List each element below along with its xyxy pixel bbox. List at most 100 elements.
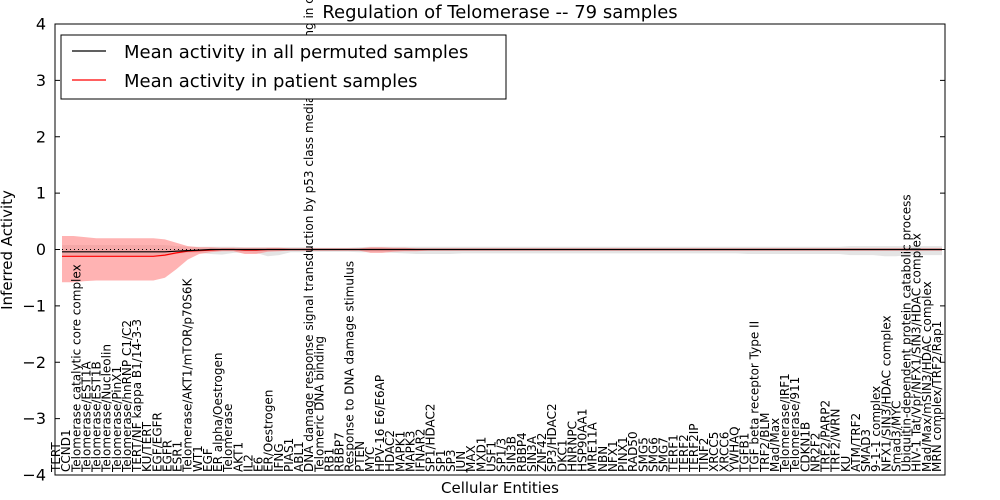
line-permuted-mean <box>62 248 942 253</box>
entity-label: DNA damage response signal transduction … <box>302 0 316 472</box>
entity-label: WT1 <box>191 445 205 472</box>
entity-label: KU/TERT <box>140 421 154 472</box>
entity-label: HDAC2 <box>383 430 397 472</box>
y-tick-label: −3 <box>22 409 46 428</box>
entity-label: 9-1-1 complex <box>869 386 883 472</box>
entity-label: HIV-1 Tat/Vpr/NFX1/SIN3/HDAC complex <box>910 233 924 472</box>
entity-label: XRCC6 <box>717 432 731 472</box>
entity-label: TRF2/WRN <box>829 409 843 473</box>
entity-label: USF1 <box>484 441 498 472</box>
legend-label-permuted: Mean activity in all permuted samples <box>124 42 468 63</box>
entity-label: PTEN <box>353 441 367 472</box>
entity-label: ER alpha/Oestrogen <box>211 353 225 472</box>
y-tick-label: −2 <box>22 353 46 372</box>
y-tick-label: 4 <box>36 15 46 34</box>
entity-label: Smad3/MYC <box>890 401 904 472</box>
y-tick-label: −4 <box>22 466 46 485</box>
entity-label: TGF beta receptor Type II <box>748 321 762 473</box>
entity-label: TERT <box>49 442 63 473</box>
entity-label: Telomerase/EST1A <box>79 360 93 473</box>
entity-label: PIAS1 <box>282 438 296 472</box>
legend: Mean activity in all permuted samples Me… <box>60 34 507 100</box>
entity-label: SP1/3 <box>495 438 509 472</box>
entity-label: EGF <box>201 448 215 472</box>
entity-label: MXD1 <box>474 437 488 472</box>
entity-label: IFNG <box>272 443 286 472</box>
entity-label: MAPK1 <box>393 431 407 472</box>
entity-label: MRE11A <box>586 421 600 472</box>
entity-label: Telomerase/PinX1 <box>110 366 124 473</box>
entity-label: HNRNPC <box>565 421 579 472</box>
entity-label: MAPK3 <box>403 431 417 472</box>
entity-label: NR2F2 <box>809 433 823 473</box>
entity-label: EGFR <box>160 440 174 472</box>
entity-label: EGF/EGFR <box>150 412 164 472</box>
entity-label: NBN <box>596 446 610 472</box>
entity-label: TRF2/PARP2 <box>819 400 833 473</box>
y-tick-label: 1 <box>36 184 46 203</box>
series-lines <box>62 248 942 257</box>
entity-label: HPV-16 E6/E6AP <box>373 375 387 472</box>
entity-label: SMAD3 <box>859 429 873 472</box>
entity-label: Telomerase/IRF1 <box>778 373 792 473</box>
entity-label: Telomeric DNA binding <box>312 336 326 473</box>
y-axis-label: Inferred Activity <box>0 190 16 310</box>
entity-label: RBBP4 <box>515 432 529 472</box>
entity-label: PINX1 <box>616 436 630 472</box>
entity-label: TRF2/BLM <box>758 413 772 474</box>
entity-label: SIN3B <box>505 436 519 472</box>
entity-label: HSP90AA1 <box>576 408 590 472</box>
entity-label: TERT/NF kappa B1/14-3-3 <box>130 319 144 473</box>
entity-label: CDKN1B <box>798 422 812 472</box>
x-axis-label: Cellular Entities <box>441 479 559 497</box>
entity-label: ESR1 <box>171 441 185 472</box>
entity-label: SP1 <box>434 449 448 472</box>
entity-label: TINF2 <box>697 438 711 473</box>
band-patient <box>62 236 942 283</box>
confidence-bands <box>62 236 942 283</box>
entity-label: NFX1 <box>606 440 620 472</box>
entity-label: Ubiquitin-dependent protein catabolic pr… <box>900 194 914 472</box>
entity-label: AKT1 <box>231 442 245 472</box>
entity-label: CCND1 <box>59 429 73 472</box>
entity-label: Mad/Max/mSIN3/HDAC complex <box>920 281 934 472</box>
entity-label: Telomerase/Nucleolin <box>100 344 114 473</box>
entity-label: TERF2IP <box>687 423 701 473</box>
entity-label: XRCC5 <box>707 432 721 472</box>
entity-label: Telomerase/911 <box>788 377 802 473</box>
entity-label: MRN complex/TRF2/Rap1 <box>930 321 944 472</box>
legend-label-patient: Mean activity in patient samples <box>124 71 418 92</box>
entity-label: Telomerase/EST1B <box>90 361 104 473</box>
y-tick-label: −1 <box>22 296 46 315</box>
entity-label: E6 <box>252 457 266 472</box>
entity-label: SIN3A <box>525 435 539 472</box>
entity-label: Telomerase/AKT1/mTOR/p70S6K <box>181 277 195 473</box>
entity-label: RB1 <box>322 448 336 472</box>
entity-label: Telomerase/hnRNP C1/C2 <box>120 320 134 473</box>
entity-label: KU <box>839 456 853 472</box>
entity-label: Mad/Max <box>768 418 782 472</box>
y-tick-label: 2 <box>36 127 46 146</box>
entity-label: SP3 <box>444 449 458 472</box>
entity-label: SP1/HDAC2 <box>424 403 438 472</box>
entity-label: TERF2 <box>677 434 691 473</box>
entity-label: SMG6 <box>647 437 661 472</box>
entity-label: ATM/TRF2 <box>849 413 863 472</box>
entity-label: IL2 <box>241 454 255 472</box>
y-tick-label: 0 <box>36 240 46 259</box>
entity-label: ABL1 <box>292 441 306 472</box>
entity-label: TERF1 <box>667 434 681 473</box>
entity-label: MYC <box>363 447 377 472</box>
entity-label: ER/Oestrogen <box>262 390 276 472</box>
entity-label: DKC1 <box>555 440 569 472</box>
entity-label: Response to DNA damage stimulus <box>343 261 357 472</box>
y-axis-ticks: 4 3 2 1 0 −1 −2 −3 −4 <box>22 15 945 485</box>
entity-label: Telomerase catalytic core complex <box>69 264 83 473</box>
entity-label: SMG5 <box>636 437 650 472</box>
y-tick-label: 3 <box>36 71 46 90</box>
entity-label: Telomerase <box>221 404 235 473</box>
entity-label: RBBP7 <box>333 432 347 472</box>
entity-label: ZNF42 <box>535 433 549 472</box>
